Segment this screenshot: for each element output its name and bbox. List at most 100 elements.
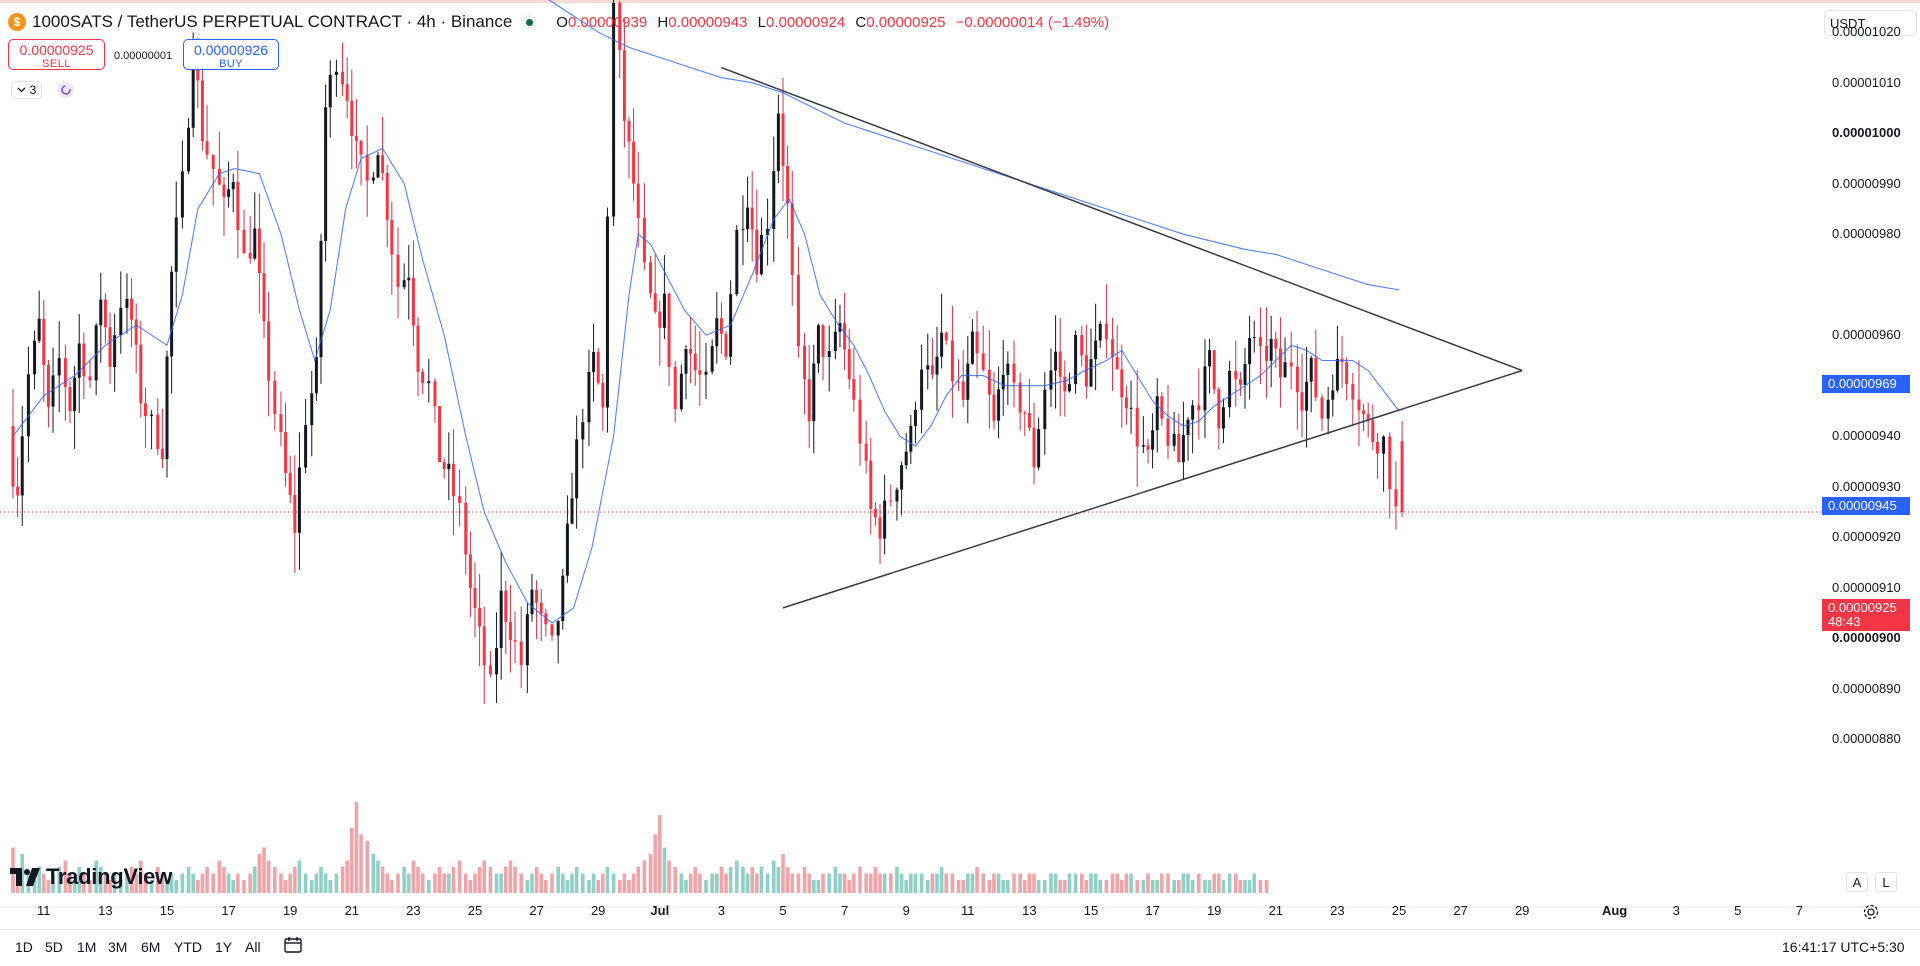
volume-bar	[591, 873, 596, 893]
candle-body	[284, 432, 288, 473]
volume-bar	[996, 873, 1001, 893]
volume-bar	[303, 873, 308, 893]
candle-body	[710, 346, 714, 372]
candle-body	[273, 380, 277, 415]
range-button-all[interactable]: All	[245, 939, 261, 955]
range-button-5d[interactable]: 5D	[45, 939, 63, 955]
volume-bar	[935, 873, 939, 893]
candle-body	[478, 607, 482, 627]
volume-bar	[149, 880, 154, 893]
volume-bar	[698, 873, 702, 893]
volume-bar	[1067, 873, 1072, 893]
price-axis-label: 0.00001010	[1832, 74, 1901, 90]
volume-bar	[987, 880, 992, 893]
bitcoin-coin-icon[interactable]: $	[8, 13, 26, 31]
candle-body	[1228, 370, 1232, 408]
volume-bar	[658, 815, 662, 893]
candle-body	[68, 387, 72, 411]
candle-body	[796, 275, 800, 347]
candle-body	[63, 358, 67, 388]
range-button-3m[interactable]: 3M	[108, 939, 128, 955]
candle-body	[662, 293, 666, 328]
candle-body	[1375, 442, 1379, 454]
candle-body	[279, 414, 283, 433]
symbol-title[interactable]: 1000SATS / TetherUS PERPETUAL CONTRACT ·…	[32, 12, 513, 31]
candle-body	[653, 293, 657, 312]
range-button-1y[interactable]: 1Y	[215, 939, 233, 955]
volume-bar	[42, 873, 46, 893]
range-button-1m[interactable]: 1M	[77, 939, 97, 955]
candle-body	[992, 394, 996, 421]
candle-body	[376, 155, 380, 178]
candle-body	[1012, 363, 1016, 383]
candle-body	[1362, 410, 1366, 415]
buy-price: 0.00000926	[194, 42, 268, 58]
volume-bar	[1073, 873, 1078, 893]
indicators-toggle[interactable]: 3	[11, 81, 42, 99]
ma-fast-price-tag: 0.00000945	[1822, 497, 1910, 515]
volume-bar	[636, 867, 641, 893]
candle-body	[1238, 379, 1242, 385]
volume-bar	[1186, 873, 1190, 893]
time-axis-label: 27	[1453, 903, 1468, 918]
volume-bar	[51, 873, 55, 893]
volume-bar	[222, 867, 226, 893]
volume-bar	[508, 860, 513, 893]
range-button-6m[interactable]: 6M	[141, 939, 161, 955]
range-button-1d[interactable]: 1D	[15, 939, 33, 955]
volume-bar	[160, 873, 165, 893]
candle-body	[1309, 357, 1313, 382]
volume-bar	[354, 802, 359, 893]
log-scale-button[interactable]: L	[1875, 872, 1897, 892]
candle-body	[396, 254, 400, 288]
buy-button[interactable]: 0.00000926 BUY	[183, 39, 279, 70]
tradingview-logo[interactable]: TradingView	[10, 864, 172, 890]
candle-body	[1074, 334, 1078, 385]
volume-bar	[556, 867, 560, 893]
candle-body	[1351, 384, 1355, 400]
candle-body	[1043, 389, 1047, 430]
candle-body	[926, 365, 930, 370]
candle-body	[636, 183, 640, 219]
candle-body	[156, 414, 160, 449]
low-value: 0.00000924	[765, 13, 846, 31]
gear-icon[interactable]	[1862, 903, 1880, 921]
candle-body	[314, 357, 318, 394]
candle-body	[88, 376, 92, 381]
clock-timezone[interactable]: 16:41:17 UTC+5:30	[1782, 939, 1905, 955]
candle-body	[704, 371, 708, 375]
candle-body	[1388, 436, 1392, 490]
range-button-ytd[interactable]: YTD	[174, 939, 202, 955]
volume-bar	[1006, 880, 1010, 893]
candle-body	[581, 422, 585, 440]
candle-body	[1058, 351, 1062, 377]
volume-bar	[257, 854, 262, 893]
volume-bar	[1129, 873, 1133, 893]
auto-scale-button[interactable]: A	[1846, 872, 1868, 892]
volume-bar	[1104, 880, 1109, 893]
calendar-range-icon[interactable]	[282, 934, 304, 956]
candle-body	[618, 3, 622, 51]
volume-bar	[966, 873, 970, 893]
candle-body	[1366, 414, 1370, 421]
market-status-dot-icon[interactable]	[522, 15, 537, 29]
time-axis-label: 19	[1206, 903, 1222, 918]
spinner-icon[interactable]	[58, 82, 74, 98]
volume-bar	[956, 880, 961, 893]
currency-select[interactable]: USDT	[1824, 10, 1917, 36]
volume-layer	[11, 802, 1269, 893]
candle-body	[667, 293, 671, 368]
volume-bar	[406, 873, 411, 893]
volume-bar	[939, 867, 944, 893]
sell-button[interactable]: 0.00000925 SELL	[8, 39, 105, 70]
time-axis-label: 17	[1145, 903, 1160, 918]
candle-body	[1243, 364, 1247, 385]
volume-bar	[273, 867, 277, 893]
volume-bar	[1172, 880, 1176, 893]
candle-body	[1155, 396, 1159, 431]
candle-body	[975, 331, 979, 354]
candle-body	[473, 587, 477, 608]
candle-body	[1326, 399, 1330, 419]
candle-body	[504, 590, 508, 622]
